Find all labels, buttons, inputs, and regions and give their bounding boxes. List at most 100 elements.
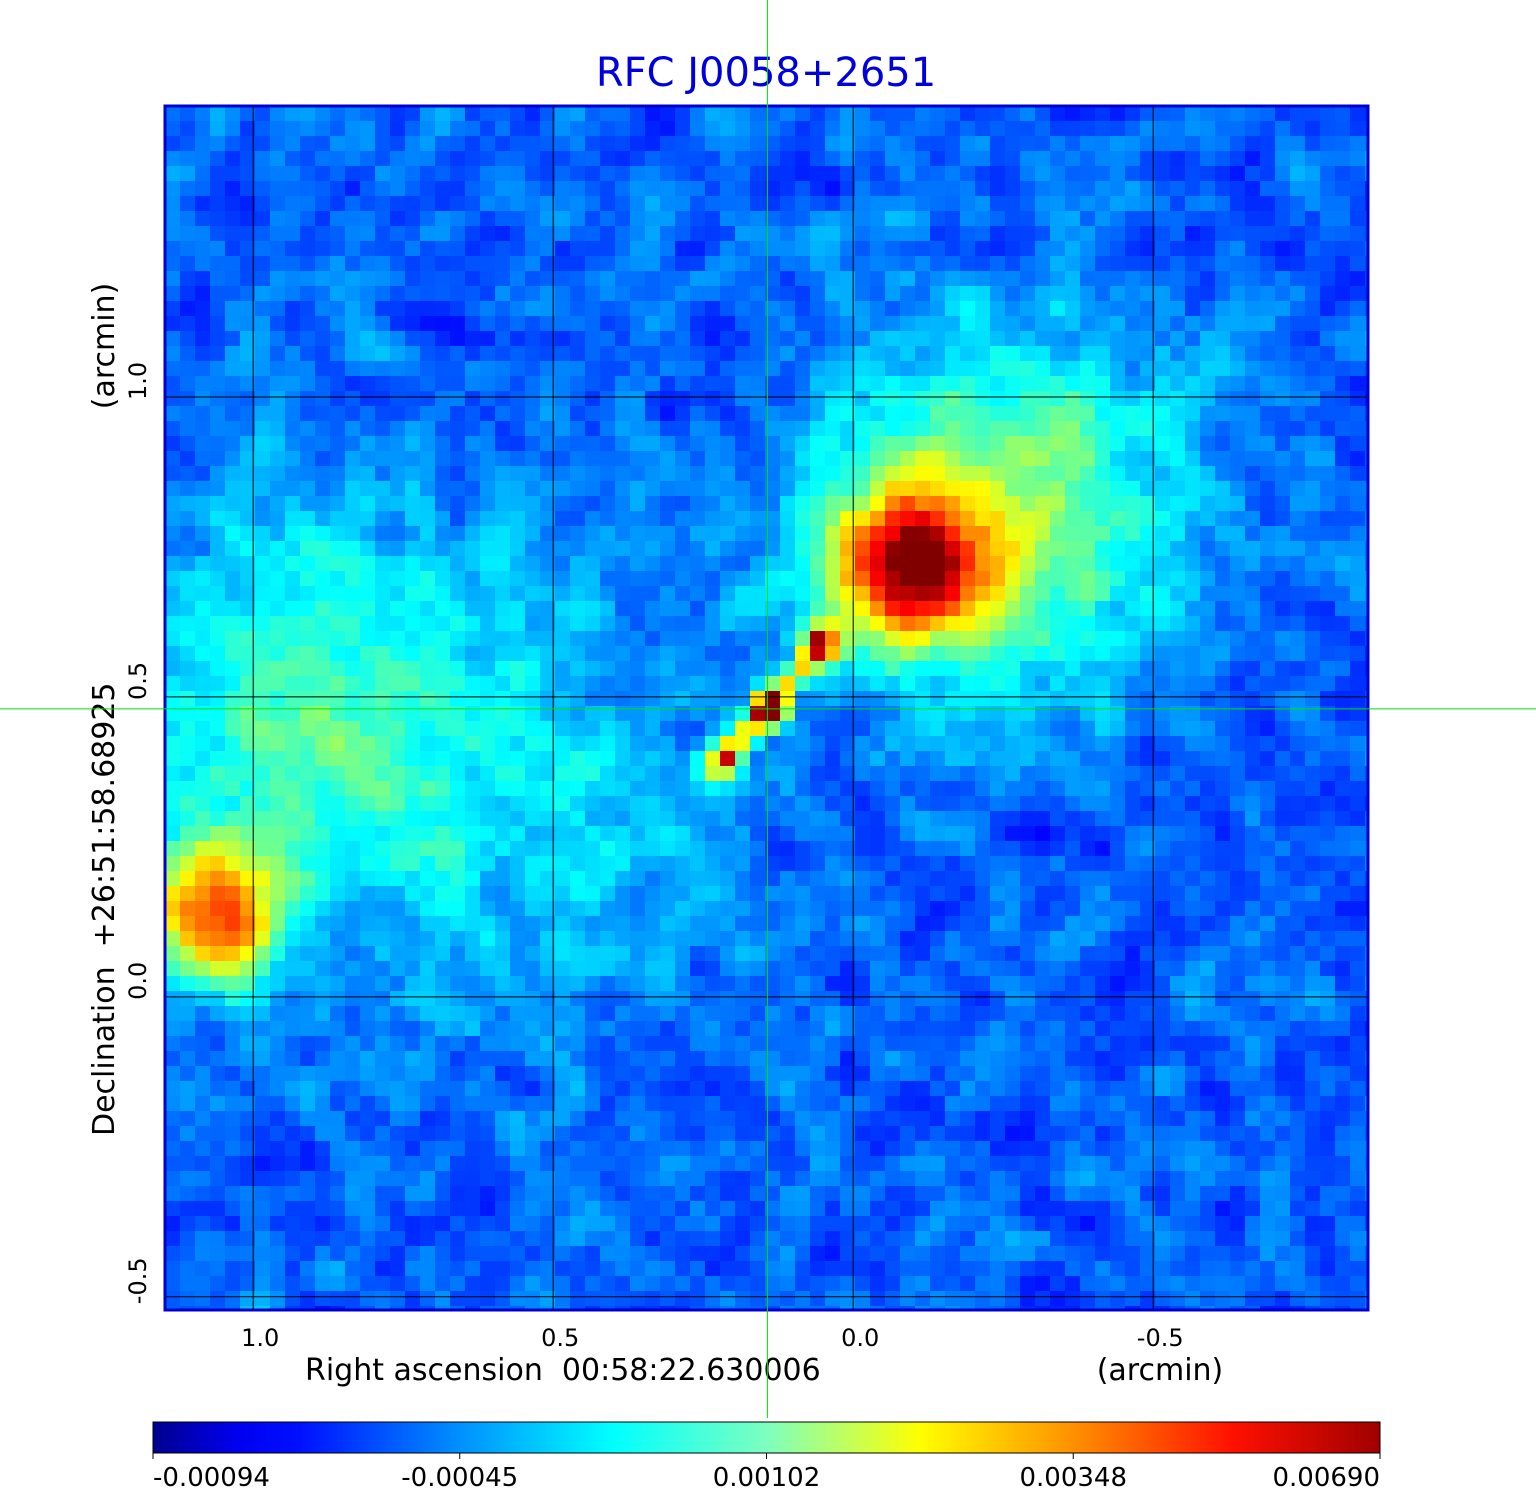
heatmap-pixel xyxy=(1050,991,1066,1007)
heatmap-pixel xyxy=(225,496,241,512)
heatmap-pixel xyxy=(1050,226,1066,242)
heatmap-pixel xyxy=(330,811,346,827)
heatmap-pixel xyxy=(855,421,871,437)
heatmap-pixel xyxy=(600,586,616,602)
heatmap-pixel xyxy=(1275,601,1291,617)
heatmap-pixel xyxy=(450,841,466,857)
heatmap-pixel xyxy=(1080,316,1096,332)
heatmap-pixel xyxy=(705,346,721,362)
heatmap-pixel xyxy=(660,796,676,812)
heatmap-pixel xyxy=(1050,301,1066,317)
heatmap-pixel xyxy=(1110,721,1126,737)
heatmap-pixel xyxy=(270,796,286,812)
heatmap-pixel xyxy=(585,646,601,662)
heatmap-pixel xyxy=(285,721,301,737)
heatmap-pixel xyxy=(210,211,226,227)
heatmap-pixel xyxy=(390,256,406,272)
heatmap-pixel xyxy=(675,646,691,662)
heatmap-pixel xyxy=(1020,286,1036,302)
heatmap-pixel xyxy=(540,826,556,842)
heatmap-pixel xyxy=(1095,871,1111,887)
heatmap-pixel xyxy=(900,466,916,482)
heatmap-pixel xyxy=(180,181,196,197)
heatmap-pixel xyxy=(570,271,586,287)
heatmap-pixel xyxy=(1110,901,1126,917)
heatmap-pixel xyxy=(1110,346,1126,362)
heatmap-pixel xyxy=(1110,856,1126,872)
heatmap-pixel xyxy=(375,946,391,962)
heatmap-pixel xyxy=(510,376,526,392)
heatmap-pixel xyxy=(990,871,1006,887)
heatmap-pixel xyxy=(330,916,346,932)
heatmap-pixel xyxy=(345,601,361,617)
heatmap-pixel xyxy=(645,241,661,257)
heatmap-pixel xyxy=(990,601,1006,617)
heatmap-pixel xyxy=(870,706,886,722)
heatmap-pixel xyxy=(870,916,886,932)
heatmap-pixel xyxy=(210,991,226,1007)
heatmap-pixel xyxy=(705,976,721,992)
heatmap-pixel xyxy=(165,256,181,272)
heatmap-pixel xyxy=(285,481,301,497)
heatmap-pixel xyxy=(1350,826,1366,842)
heatmap-pixel xyxy=(1200,931,1216,947)
heatmap-pixel xyxy=(375,961,391,977)
heatmap-pixel xyxy=(1035,106,1051,122)
heatmap-pixel xyxy=(960,226,976,242)
heatmap-pixel xyxy=(450,946,466,962)
heatmap-pixel xyxy=(690,631,706,647)
heatmap-pixel xyxy=(255,376,271,392)
heatmap-pixel xyxy=(585,631,601,647)
heatmap-pixel xyxy=(615,556,631,572)
heatmap-pixel xyxy=(975,571,991,587)
heatmap-pixel xyxy=(615,871,631,887)
heatmap-pixel xyxy=(300,106,316,122)
heatmap-pixel xyxy=(315,766,331,782)
heatmap-pixel xyxy=(240,991,256,1007)
heatmap-pixel xyxy=(375,211,391,227)
heatmap-pixel xyxy=(1200,436,1216,452)
heatmap-pixel xyxy=(1020,811,1036,827)
heatmap-pixel xyxy=(840,376,856,392)
heatmap-pixel xyxy=(375,646,391,662)
heatmap-pixel xyxy=(1095,121,1111,137)
heatmap-pixel xyxy=(795,661,811,677)
heatmap-pixel xyxy=(465,841,481,857)
heatmap-pixel xyxy=(1155,121,1171,137)
heatmap-pixel xyxy=(900,271,916,287)
heatmap-pixel xyxy=(375,301,391,317)
heatmap-pixel xyxy=(630,961,646,977)
heatmap-pixel xyxy=(1080,631,1096,647)
heatmap-pixel xyxy=(735,871,751,887)
heatmap-pixel xyxy=(225,421,241,437)
heatmap-pixel xyxy=(810,106,826,122)
heatmap-pixel xyxy=(570,826,586,842)
heatmap-pixel xyxy=(750,616,766,632)
heatmap-pixel xyxy=(1020,841,1036,857)
heatmap-pixel xyxy=(225,376,241,392)
heatmap-pixel xyxy=(480,571,496,587)
heatmap-pixel xyxy=(510,976,526,992)
heatmap-pixel xyxy=(1260,481,1276,497)
heatmap-pixel xyxy=(165,661,181,677)
heatmap-pixel xyxy=(1170,466,1186,482)
heatmap-pixel xyxy=(1230,346,1246,362)
heatmap-pixel xyxy=(600,211,616,227)
heatmap-pixels xyxy=(165,106,1368,1310)
heatmap-pixel xyxy=(315,571,331,587)
heatmap-pixel xyxy=(1155,661,1171,677)
heatmap-pixel xyxy=(555,256,571,272)
heatmap-pixel xyxy=(345,706,361,722)
heatmap-pixel xyxy=(720,481,736,497)
heatmap-pixel xyxy=(1140,496,1156,512)
heatmap-pixel xyxy=(795,196,811,212)
heatmap-pixel xyxy=(510,1021,526,1037)
heatmap-pixel xyxy=(720,226,736,242)
heatmap-pixel xyxy=(165,1006,181,1022)
heatmap-pixel xyxy=(495,841,511,857)
heatmap-pixel xyxy=(690,901,706,917)
heatmap-pixel xyxy=(630,541,646,557)
heatmap-pixel xyxy=(870,976,886,992)
heatmap-pixel xyxy=(1140,106,1156,122)
heatmap-pixel xyxy=(450,976,466,992)
